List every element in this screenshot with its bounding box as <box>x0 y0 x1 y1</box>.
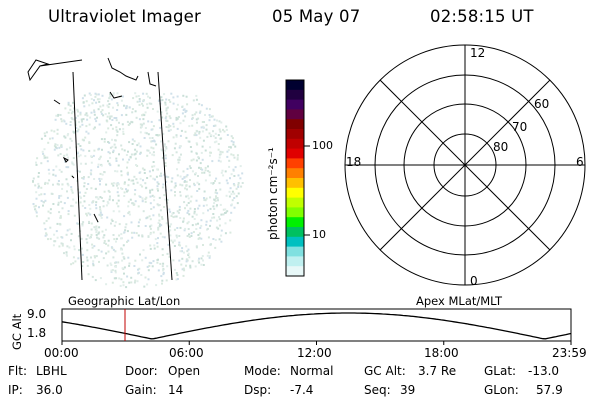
gain-value: 14 <box>168 383 184 397</box>
apex-title: Apex MLat/MLT <box>416 294 503 308</box>
colorbar-tick-label: 100 <box>312 139 333 152</box>
mlt-label-18: 18 <box>346 155 362 169</box>
flt-value: LBHL <box>36 364 67 378</box>
colorbar-segment <box>286 227 304 238</box>
gcalt-label: GC Alt: <box>364 364 406 378</box>
seq-label: Seq: <box>364 383 391 397</box>
glon-value: 57.9 <box>536 383 563 397</box>
meridian-line <box>93 213 99 223</box>
altitude-curve <box>61 312 572 340</box>
colorbar-segment <box>286 266 304 277</box>
colorbar-segment <box>286 256 304 267</box>
door-label: Door: <box>125 364 158 378</box>
colorbar-segment <box>286 129 304 140</box>
polar-diagonal <box>379 79 551 251</box>
mlat-label-80: 80 <box>493 140 509 154</box>
meridian-line <box>157 71 173 281</box>
mode-value: Normal <box>290 364 334 378</box>
timeline-x-ticks <box>61 341 572 345</box>
colorbar-segment <box>286 168 304 179</box>
colorbar-segment <box>286 187 304 199</box>
colorbar-segment <box>286 158 304 169</box>
gcalt-value: 3.7 Re <box>418 364 457 378</box>
colorbar-segment <box>286 80 304 91</box>
date-label: 05 May 07 <box>272 7 361 26</box>
coastline-outline <box>27 57 157 105</box>
meridian-line <box>72 71 83 281</box>
timeline-x-tick-label: 12:00 <box>297 346 332 360</box>
ip-value: 36.0 <box>36 383 63 397</box>
glat-label: GLat: <box>484 364 517 378</box>
colorbar-segment <box>286 89 304 101</box>
mode-label: Mode: <box>244 364 281 378</box>
instrument-title: Ultraviolet Imager <box>48 7 201 26</box>
timeline-x-tick-label: 00:00 <box>44 346 79 360</box>
dsp-value: -7.4 <box>290 383 314 397</box>
colorbar-frame <box>285 79 305 277</box>
colorbar-segment <box>286 246 304 257</box>
geographic-title: Geographic Lat/Lon <box>68 294 181 308</box>
mlat-label-70: 70 <box>512 120 528 134</box>
ip-label: IP: <box>8 383 23 397</box>
glat-value: -13.0 <box>528 364 560 378</box>
colorbar-segment <box>286 178 304 189</box>
mlt-label-6: 6 <box>576 155 584 169</box>
colorbar-segment <box>286 217 304 228</box>
timeline-x-tick-label: 18:00 <box>424 346 459 360</box>
timeline-x-tick-label: 23:59 <box>552 346 587 360</box>
coastline-outline <box>62 156 75 179</box>
door-value: Open <box>168 364 201 378</box>
colorbar-segment <box>286 207 304 218</box>
uv-emission-speckle <box>32 92 244 289</box>
colorbar-tick-label: 10 <box>312 228 326 241</box>
colorbar-segment <box>286 236 304 248</box>
mlt-label-12: 12 <box>470 46 486 60</box>
timeline-x-tick-label: 06:00 <box>169 346 204 360</box>
gain-label: Gain: <box>125 383 157 397</box>
time-label: 02:58:15 UT <box>430 7 534 26</box>
colorbar-segment <box>286 138 304 150</box>
colorbar-gradient <box>286 80 304 277</box>
mlat-label-60: 60 <box>534 97 550 111</box>
colorbar-segment <box>286 109 304 120</box>
seq-value: 39 <box>400 383 416 397</box>
timeline-y-tick: 1.8 <box>27 326 47 340</box>
flt-label: Flt: <box>8 364 27 378</box>
glon-label: GLon: <box>484 383 519 397</box>
mlt-label-0: 0 <box>470 274 478 288</box>
colorbar-segment <box>286 99 304 110</box>
dsp-label: Dsp: <box>244 383 272 397</box>
colorbar-segment <box>286 197 304 208</box>
colorbar-segment <box>286 119 304 130</box>
colorbar-segment <box>286 148 304 159</box>
timeline-y-tick: 9.0 <box>27 307 47 321</box>
